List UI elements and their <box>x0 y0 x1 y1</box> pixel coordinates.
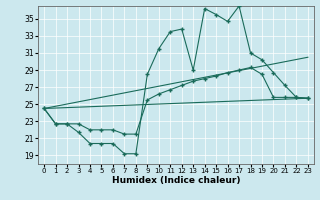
X-axis label: Humidex (Indice chaleur): Humidex (Indice chaleur) <box>112 176 240 185</box>
